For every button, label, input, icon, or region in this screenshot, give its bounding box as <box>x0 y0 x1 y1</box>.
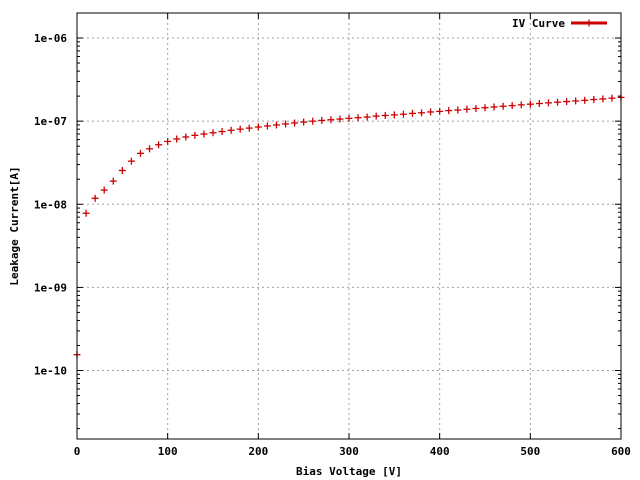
data-point <box>300 118 308 126</box>
data-point <box>436 107 444 115</box>
x-tick-label: 600 <box>611 445 631 458</box>
data-point <box>499 102 507 110</box>
legend: IV Curve <box>512 17 607 30</box>
data-point <box>581 96 589 104</box>
data-point <box>263 122 271 130</box>
data-point <box>173 135 181 143</box>
plot-series <box>73 93 625 359</box>
grid <box>77 13 621 439</box>
y-tick-label: 1e-07 <box>34 115 67 128</box>
data-point <box>200 130 208 138</box>
data-point <box>490 103 498 111</box>
y-axis-label: Leakage Current[A] <box>8 166 21 285</box>
legend-label: IV Curve <box>512 17 565 30</box>
data-point <box>354 114 362 122</box>
data-point <box>127 157 135 165</box>
data-point <box>372 112 380 120</box>
y-tick-label: 1e-08 <box>34 198 67 211</box>
data-point <box>363 113 371 121</box>
data-point <box>408 109 416 117</box>
data-point <box>427 108 435 116</box>
data-point <box>526 100 534 108</box>
data-point <box>517 101 525 109</box>
data-point <box>146 145 154 153</box>
data-point <box>563 98 571 106</box>
y-tick-label: 1e-06 <box>34 32 67 45</box>
data-point <box>109 177 117 185</box>
x-tick-label: 300 <box>339 445 359 458</box>
data-point <box>554 98 562 106</box>
data-point <box>272 121 280 129</box>
data-point <box>318 116 326 124</box>
x-tick-label: 200 <box>248 445 268 458</box>
data-point <box>445 107 453 115</box>
x-tick-label: 500 <box>520 445 540 458</box>
data-point <box>508 102 516 110</box>
data-point <box>472 104 480 112</box>
data-point <box>282 120 290 128</box>
data-point <box>535 100 543 108</box>
data-point <box>191 131 199 139</box>
data-point <box>544 99 552 107</box>
data-point <box>91 194 99 202</box>
data-point <box>209 129 217 137</box>
legend-marker <box>585 19 593 27</box>
data-point <box>236 125 244 133</box>
data-point <box>309 117 317 125</box>
y-tick-label: 1e-09 <box>34 281 67 294</box>
data-point <box>481 104 489 112</box>
data-point <box>345 114 353 122</box>
data-point <box>227 126 235 134</box>
data-point <box>164 137 172 145</box>
x-tick-label: 0 <box>74 445 81 458</box>
data-point <box>82 209 90 217</box>
data-point <box>608 94 616 102</box>
x-tick-label: 400 <box>430 445 450 458</box>
data-point <box>218 128 226 136</box>
data-point <box>390 111 398 119</box>
data-point <box>454 106 462 114</box>
data-point <box>245 124 253 132</box>
data-point <box>463 105 471 113</box>
data-point <box>599 95 607 103</box>
axis-ticks: 0 100 200 300 400 500 600 1e-10 1e-09 1e-08 1e-07 1… <box>34 13 631 458</box>
data-point <box>100 186 108 194</box>
data-point <box>381 111 389 119</box>
data-point <box>155 141 163 149</box>
data-point <box>291 119 299 127</box>
x-axis-label: Bias Voltage [V] <box>296 465 402 478</box>
data-point <box>182 133 190 141</box>
data-point <box>254 123 262 131</box>
y-tick-label: 1e-10 <box>34 365 67 378</box>
data-point <box>572 97 580 105</box>
data-point <box>136 149 144 157</box>
data-point <box>399 110 407 118</box>
data-point <box>590 96 598 104</box>
plot-frame <box>76 12 622 440</box>
data-point <box>327 116 335 124</box>
x-tick-label: 100 <box>158 445 178 458</box>
data-point <box>118 166 126 174</box>
data-point <box>418 109 426 117</box>
data-point <box>336 115 344 123</box>
